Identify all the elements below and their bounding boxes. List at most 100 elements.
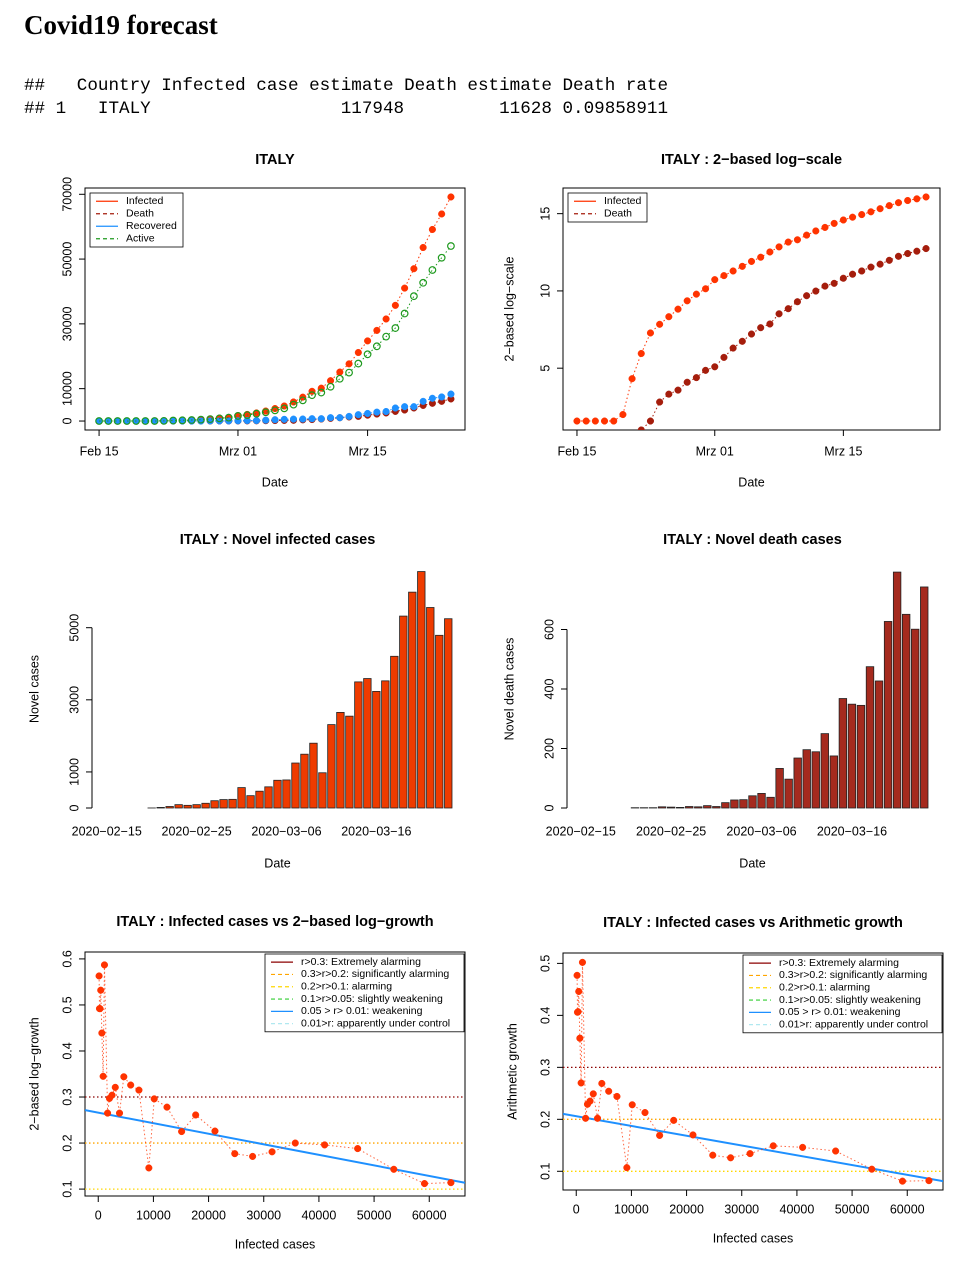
data-point xyxy=(447,390,455,398)
data-point xyxy=(600,417,609,425)
plot-frame xyxy=(562,187,941,431)
data-point xyxy=(656,398,664,406)
legend-box xyxy=(264,953,465,1033)
data-point xyxy=(925,1177,933,1185)
bar xyxy=(793,757,802,809)
data-point xyxy=(573,417,581,425)
bar xyxy=(739,799,748,809)
data-point xyxy=(364,337,372,345)
data-point xyxy=(766,248,774,256)
data-point xyxy=(178,416,187,425)
bar xyxy=(856,704,866,809)
bar xyxy=(748,795,757,809)
data-point xyxy=(619,410,627,419)
x-tick-label: 30000 xyxy=(246,1208,281,1222)
data-point xyxy=(363,350,372,359)
legend-label: 0.2>r>0.1: alarming xyxy=(779,982,870,994)
data-point xyxy=(261,408,270,417)
y-tick-label: 0.6 xyxy=(60,950,74,967)
data-point xyxy=(291,1139,299,1147)
data-point xyxy=(197,415,205,424)
bar xyxy=(820,733,829,809)
data-point xyxy=(775,310,783,318)
y-tick-label: 10 xyxy=(538,284,552,298)
data-point xyxy=(803,292,811,300)
data-point xyxy=(382,315,390,323)
data-point xyxy=(702,366,710,374)
chart: ITALY : 2−based log−scale Feb 15 Mrz 01 Mrz… xyxy=(502,152,941,489)
data-point xyxy=(280,402,288,410)
bar xyxy=(444,618,453,809)
y-tick-label: 1000 xyxy=(67,758,81,786)
data-point xyxy=(447,1179,455,1187)
bar xyxy=(201,802,210,809)
y-tick-label: 0.1 xyxy=(538,1163,552,1180)
bar xyxy=(363,678,372,809)
plot-area xyxy=(563,958,943,1185)
document-title: Covid19 forecast xyxy=(24,10,218,40)
data-point xyxy=(793,236,801,244)
data-point xyxy=(775,243,783,251)
data-point xyxy=(299,415,307,423)
regression-line xyxy=(563,1112,943,1183)
data-point xyxy=(646,417,655,425)
bar xyxy=(883,621,893,809)
data-point xyxy=(234,412,242,420)
bar xyxy=(874,680,884,809)
data-point xyxy=(231,1150,239,1158)
bar xyxy=(372,691,381,809)
data-point xyxy=(766,320,774,328)
data-point xyxy=(163,1103,171,1111)
data-point xyxy=(692,290,700,298)
x-tick-label: 50000 xyxy=(357,1208,392,1222)
data-point xyxy=(628,1101,636,1109)
data-point xyxy=(674,386,682,394)
y-tick-label: 70000 xyxy=(60,177,74,212)
y-tick-label: 600 xyxy=(542,619,556,640)
y-axis-label: 2−based log−growth xyxy=(27,1017,41,1130)
data-point xyxy=(832,1147,840,1155)
chart-title: ITALY : Novel infected cases xyxy=(180,532,376,548)
data-point xyxy=(904,249,912,258)
data-point xyxy=(438,393,446,401)
data-point xyxy=(447,193,455,201)
data-point xyxy=(428,266,437,274)
x-axis-label: Date xyxy=(262,475,288,489)
x-tick-label: 0 xyxy=(573,1202,580,1216)
data-point xyxy=(289,415,298,423)
data-point xyxy=(729,267,737,275)
data-point xyxy=(904,196,912,205)
data-point xyxy=(141,417,150,425)
chart: ITALY : Novel infected cases 0 1000 3000 500… xyxy=(27,532,453,870)
data-point xyxy=(104,1109,112,1117)
data-point xyxy=(689,1131,697,1139)
bar xyxy=(657,806,667,809)
x-tick-label: 60000 xyxy=(412,1208,447,1222)
chart-title: ITALY : Infected cases vs Arithmetic gro… xyxy=(603,915,903,931)
plot-area xyxy=(95,193,455,425)
bar xyxy=(847,703,857,809)
data-point xyxy=(729,344,737,352)
legend-label: r>0.3: Extremely alarming xyxy=(301,956,421,968)
data-point xyxy=(830,279,838,287)
data-point xyxy=(637,426,645,430)
data-point xyxy=(135,1086,143,1094)
data-point xyxy=(289,398,298,406)
data-point xyxy=(262,416,270,424)
bar xyxy=(865,666,875,809)
bar xyxy=(399,615,408,809)
data-point xyxy=(327,414,335,422)
y-axis-label: Arithmetic growth xyxy=(505,1023,519,1120)
x-tick-label: Mrz 15 xyxy=(824,444,862,458)
data-point xyxy=(738,337,746,345)
data-point xyxy=(757,324,765,332)
data-point xyxy=(428,394,436,402)
bar xyxy=(784,778,793,809)
legend-label: Death xyxy=(604,208,632,220)
data-point xyxy=(382,332,391,341)
chart-title: ITALY xyxy=(255,152,295,168)
data-point xyxy=(111,1083,119,1091)
x-tick-label: Mrz 01 xyxy=(219,444,257,458)
chart: ITALY : Infected cases vs 2−based log−gr… xyxy=(27,914,466,1251)
